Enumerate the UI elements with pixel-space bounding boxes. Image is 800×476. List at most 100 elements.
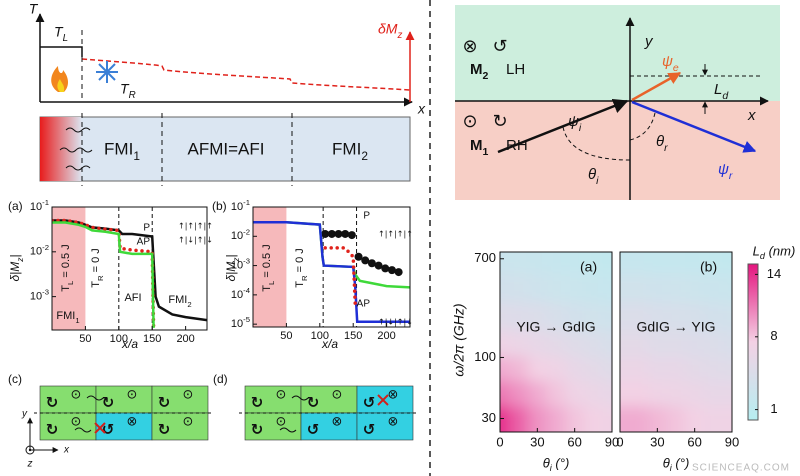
heatmap-cell [500,272,510,303]
annotation: TR = 0 J [294,248,309,288]
heatmap-cell [565,380,585,407]
lattice-cell [39,412,97,441]
marker [381,264,390,273]
y-tick-label: 10-2 [231,227,250,242]
heatmap-cell [648,302,668,332]
heatmap-cell [666,405,686,432]
interface-diagram: ⊗ ↺ M2 LH ⊙ ↻ M1 RH y x ψe ψi ψr θi θr L… [455,5,780,200]
y-tick-label: 30 [482,410,496,425]
annotation: YIG → GdIG [516,319,595,335]
x-tick-label: 50 [280,330,292,342]
heatmap-cell [685,356,705,382]
heatmap-cell [565,330,585,357]
heatmap-cell [666,252,686,274]
heatmap-cell [704,252,724,274]
colorbar-tick-label: 14 [767,266,781,281]
legend-label: AP [137,237,151,248]
y-tick-label: 10-3 [30,287,49,302]
legend-label: AP [357,299,371,310]
rotation-symbol: ↻ [251,421,264,439]
colorbar-tick-label: 1 [770,401,777,416]
lattice-cell [151,385,209,414]
heatmap-cell [565,302,585,332]
marker [334,229,343,238]
heatmap-cell [500,302,510,332]
panel-label: (d) [213,372,228,386]
colorbar: 1 8 14 Ld (nm) [747,243,795,421]
heatmap-cell [685,330,705,357]
heatmap-cell [722,252,732,274]
spin-symbol: ⊗ [332,415,343,430]
x-tick-label: 60 [567,434,581,449]
heatmap-cell [528,356,548,382]
legend-symbol: ↑|↑|↑|↑ [378,230,413,239]
legend-label: P [143,223,150,234]
heatmap-cell [584,380,604,407]
axis-label: y [21,409,28,420]
axis-label: T [29,1,39,17]
heatmap-cell [722,380,732,407]
heatmap-cell [722,405,732,432]
y-tick-label: 10-5 [231,315,250,330]
axis-label: x [747,107,756,124]
panel-label: (c) [8,372,22,386]
heatmap-cell [620,356,630,382]
series-line [253,221,410,324]
spin-symbol: ⊗ [127,415,138,430]
spin-symbol: ⊙ [332,388,343,403]
annotation: TL = 0.5 J [261,244,276,291]
heatmap-cell [704,302,724,332]
spin-symbol: ⊗ [388,415,399,430]
heatmap-cell [602,272,612,303]
series-line [52,221,155,328]
rotation-symbol: ↻ [46,421,59,439]
panel-label: (a) [580,259,597,275]
lattice-cell [95,385,153,414]
heatmap-cell [620,252,630,274]
wave [291,395,309,401]
heatmap-cell [620,272,630,303]
rotation-symbol: ↺ [363,394,376,412]
lattice-panel: (c) ↻ ⊙ ↻ ⊙ ↻ ⊙ ↻ ⊙ ↺ ⊗ ↻ ⊙ [8,372,214,441]
wave [279,427,297,433]
heatmap-cell [509,252,529,274]
lattice-cell [300,412,358,441]
heatmap-cell [685,380,705,407]
heatmap-cell [722,356,732,382]
x-tick-label: 0 [616,434,623,449]
heatmap-cell [648,330,668,357]
marker [367,259,376,268]
heatmap-area [620,252,732,432]
label: TR [120,81,136,101]
region-label: AFMI=AFI [188,139,265,158]
y-tick-label: 700 [474,250,496,265]
annotation: FMI1 [56,310,79,325]
region-label: FMI1 [104,139,140,163]
heatmap-cell [546,380,566,407]
shaded-region [253,207,287,327]
heatmap-cell [602,330,612,357]
heatmap-cell [546,252,566,274]
heatmap-cell [629,330,649,357]
heatmap-cell [602,405,612,432]
spin-symbol: ⊙ [462,111,477,132]
lattice-cell [356,385,414,414]
heatmap-cell [602,380,612,407]
x-tick-label: 150 [143,333,161,345]
rotation-symbol: ↺ [307,421,320,439]
plot-frame [51,206,208,331]
heatmap-cell [620,302,630,332]
heatmap-cell [546,302,566,332]
heatmap-cell [528,302,548,332]
heatmap-cell [528,272,548,303]
heatmap-cell [666,380,686,407]
x-axis-label: x/a [321,337,338,351]
colorbar-tick-label: 8 [770,328,777,343]
x-tick-label: 200 [176,333,194,345]
x-axis-label: θi (°) [663,455,690,473]
marker [341,229,350,238]
x-tick-label: 200 [377,330,395,342]
heatmap-cell [629,356,649,382]
axis-label: z [27,459,33,470]
